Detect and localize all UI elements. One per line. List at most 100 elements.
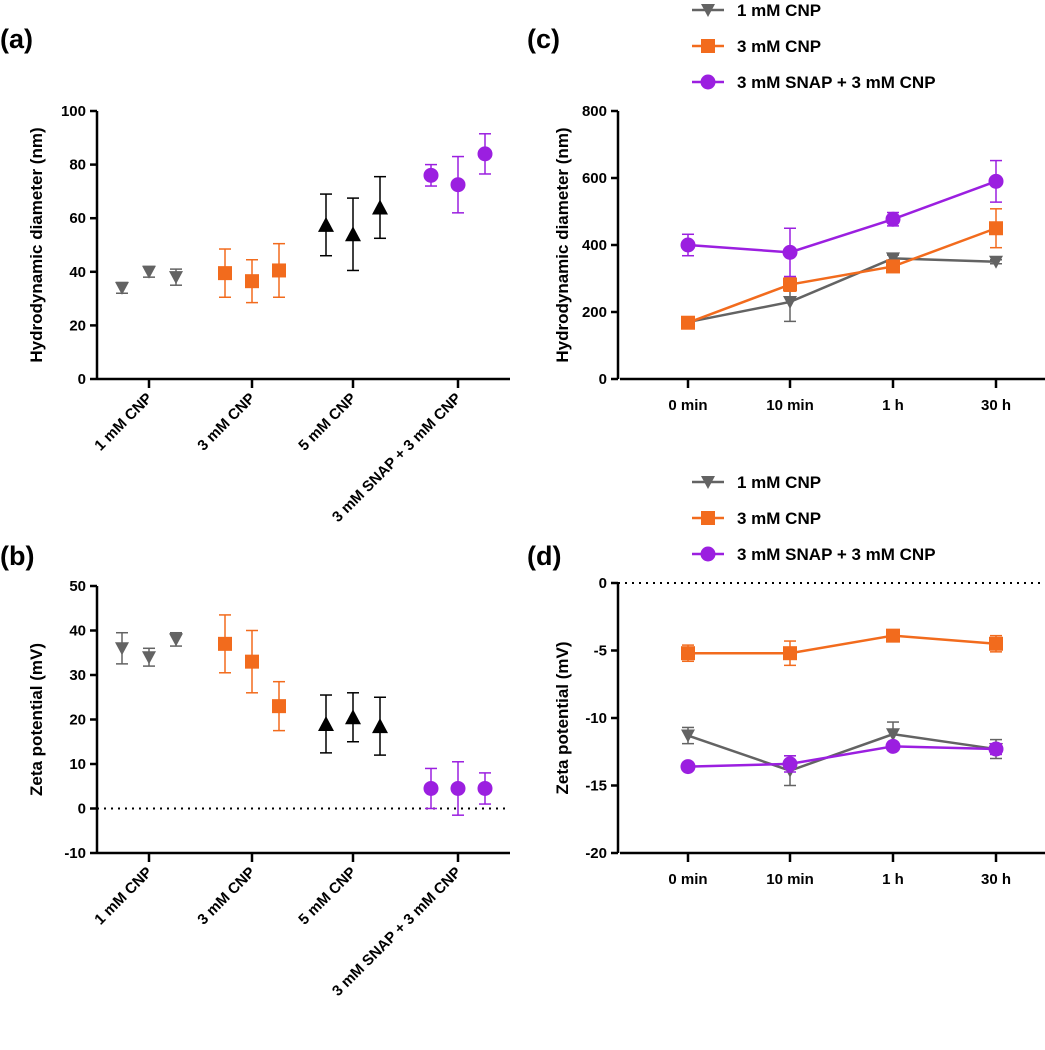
y-tick-label: 800 (582, 103, 607, 120)
legend-swatch-marker (701, 476, 715, 489)
y-axis-title: Hydrodynamic diameter (nm) (27, 127, 46, 362)
data-point (783, 277, 797, 292)
legend-swatch-marker (701, 39, 715, 53)
panel-c: (c) 1 mM CNP 3 mM CNP 3 mM SNAP + 3 mM CNP… (527, 1, 1045, 414)
data-point (885, 738, 901, 754)
panel-d: (d) 1 mM CNP 3 mM CNP 3 mM SNAP + 3 mM CNP… (527, 473, 1045, 888)
data-point (989, 221, 1003, 236)
y-tick-label: 40 (69, 264, 86, 281)
y-axis-title: Hydrodynamic diameter (nm) (553, 127, 572, 362)
data-point (450, 780, 466, 796)
panel-label-b: (b) (0, 541, 34, 571)
x-tick-label: 0 min (668, 397, 707, 414)
y-tick-label: -10 (64, 845, 86, 862)
data-point (782, 756, 798, 772)
panel-c-legend: 1 mM CNP 3 mM CNP 3 mM SNAP + 3 mM CNP (692, 1, 936, 92)
y-tick-label: -5 (594, 643, 607, 660)
panel-label-a: (a) (0, 24, 33, 54)
x-tick-label: 1 h (882, 871, 904, 888)
series-line (687, 745, 997, 768)
x-tick-label: 1 h (882, 397, 904, 414)
data-point (372, 199, 388, 215)
x-tick-label: 30 h (981, 871, 1011, 888)
data-point (886, 252, 900, 266)
x-tick-label: 10 min (766, 871, 814, 888)
panel-label-c: (c) (527, 24, 560, 54)
data-point (989, 636, 1003, 651)
panel-d-plot: -20 -15 -10 -5 0 0 min 10 min 1 h 30 h Zeta poten… (553, 575, 1045, 888)
data-point (477, 780, 493, 796)
data-point (218, 266, 232, 281)
data-point (886, 728, 900, 742)
y-tick-label: 100 (61, 103, 86, 120)
legend-label: 3 mM SNAP + 3 mM CNP (737, 73, 936, 92)
data-point (245, 274, 259, 289)
legend-swatch-marker (700, 74, 716, 90)
data-point (272, 699, 286, 714)
y-tick-label: 50 (69, 578, 86, 595)
panel-a: (a) 0 20 40 60 80 100 1 mM CNP 3 mM CNP 5 mM CNP… (0, 24, 510, 526)
data-point (782, 244, 798, 260)
x-tick-label: 3 mM CNP (194, 390, 258, 454)
data-point (318, 715, 334, 731)
x-tick-label: 1 mM CNP (91, 390, 155, 454)
y-tick-label: 80 (69, 157, 86, 174)
data-point (680, 759, 696, 775)
data-point (169, 633, 183, 647)
data-point (218, 636, 232, 651)
data-point (423, 780, 439, 796)
y-tick-label: 600 (582, 170, 607, 187)
series-line (687, 732, 997, 772)
y-tick-label: 0 (78, 801, 86, 818)
y-axis-title: Zeta potential (mV) (27, 643, 46, 796)
legend-label: 1 mM CNP (737, 473, 821, 492)
data-point (988, 173, 1004, 189)
x-tick-label: 10 min (766, 397, 814, 414)
y-tick-label: 60 (69, 210, 86, 227)
data-point (450, 177, 466, 193)
x-tick-label: 1 mM CNP (91, 864, 155, 928)
y-tick-label: -20 (585, 845, 607, 862)
data-point (681, 646, 695, 661)
legend-label: 1 mM CNP (737, 1, 821, 20)
data-point (783, 646, 797, 661)
y-tick-label: -10 (585, 710, 607, 727)
data-point (272, 263, 286, 278)
y-tick-label: 0 (78, 371, 86, 388)
data-point (142, 265, 156, 279)
x-tick-label: 5 mM CNP (295, 390, 359, 454)
data-point (423, 167, 439, 183)
data-point (318, 216, 334, 232)
y-tick-label: -15 (585, 778, 607, 795)
data-point (886, 259, 900, 274)
legend-label: 3 mM CNP (737, 509, 821, 528)
x-tick-label: 3 mM CNP (194, 864, 258, 928)
data-point (681, 315, 695, 330)
y-tick-label: 0 (599, 371, 607, 388)
legend-label: 3 mM CNP (737, 37, 821, 56)
y-tick-label: 400 (582, 237, 607, 254)
data-point (783, 295, 797, 309)
panel-c-plot: 0 200 400 600 800 0 min 10 min 1 h 30 h Hydrodyna… (553, 103, 1045, 414)
x-tick-label: 5 mM CNP (295, 864, 359, 928)
legend-swatch-marker (701, 4, 715, 17)
series-line (687, 227, 997, 324)
data-point (345, 709, 361, 725)
legend-swatch-marker (700, 546, 716, 562)
legend-swatch-marker (701, 511, 715, 525)
series-line (687, 180, 997, 254)
y-tick-label: 0 (599, 575, 607, 592)
x-tick-label: 0 min (668, 871, 707, 888)
y-tick-label: 200 (582, 304, 607, 321)
y-tick-label: 10 (69, 756, 86, 773)
y-tick-label: 40 (69, 623, 86, 640)
data-point (989, 255, 1003, 269)
data-point (245, 654, 259, 669)
y-tick-label: 20 (69, 712, 86, 729)
y-tick-label: 30 (69, 667, 86, 684)
panel-b: (b) -10 0 10 20 30 40 50 1 mM CNP 3 mM CNP 5 mM C… (0, 541, 510, 1000)
y-axis-title: Zeta potential (mV) (553, 641, 572, 794)
panel-label-d: (d) (527, 541, 561, 571)
